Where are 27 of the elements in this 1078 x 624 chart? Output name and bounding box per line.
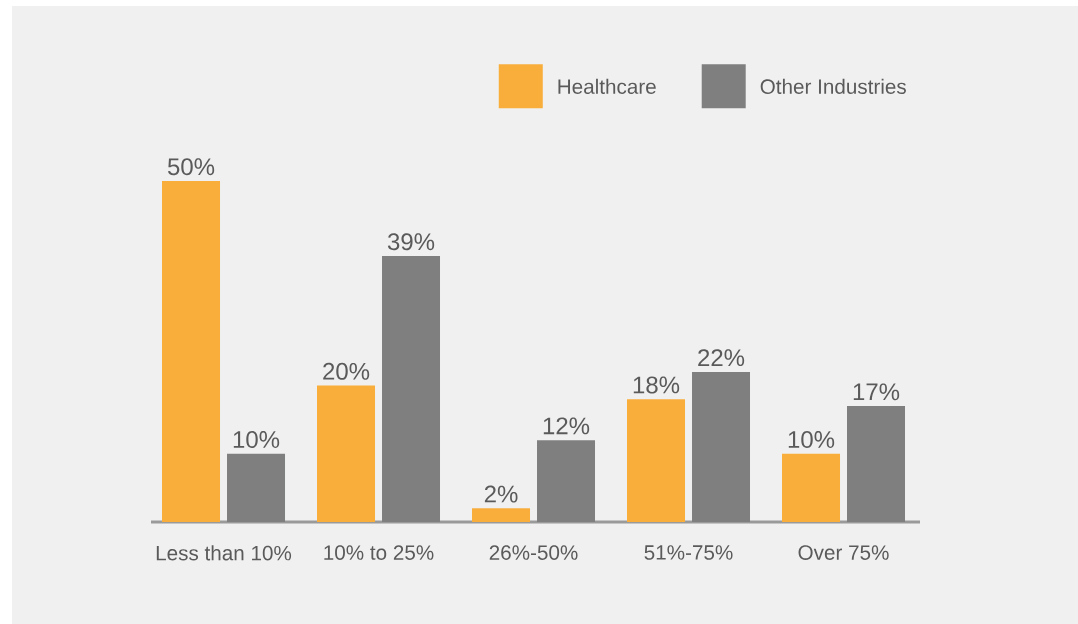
bar: [472, 508, 531, 522]
data-label: 17%: [853, 383, 900, 401]
legend-label: Healthcare: [558, 78, 656, 94]
bar: [782, 453, 841, 522]
data-label: 39%: [387, 233, 435, 251]
bar: [227, 453, 286, 522]
data-label: 10%: [788, 431, 835, 449]
legend-label: Other Industries: [760, 78, 906, 94]
x-tick-label: Over 75%: [798, 545, 889, 560]
bar: [692, 371, 751, 522]
bar: [847, 406, 906, 522]
data-label: 50%: [167, 158, 215, 176]
data-label: 12%: [543, 417, 590, 435]
x-tick-label: 26%-50%: [489, 545, 578, 560]
data-label: 22%: [698, 349, 745, 367]
bar: [627, 399, 686, 522]
data-label: 2%: [484, 485, 518, 503]
bar: [382, 256, 441, 522]
data-label: 18%: [633, 376, 680, 394]
x-tick-label: Less than 10%: [156, 545, 292, 561]
bar: [162, 181, 221, 522]
x-tick-label: 51%-75%: [644, 545, 733, 560]
bar: [537, 440, 596, 522]
bar: [317, 385, 376, 522]
x-tick-label: 10% to 25%: [324, 545, 434, 560]
data-label: 10%: [233, 431, 280, 449]
data-label: 20%: [323, 362, 370, 380]
